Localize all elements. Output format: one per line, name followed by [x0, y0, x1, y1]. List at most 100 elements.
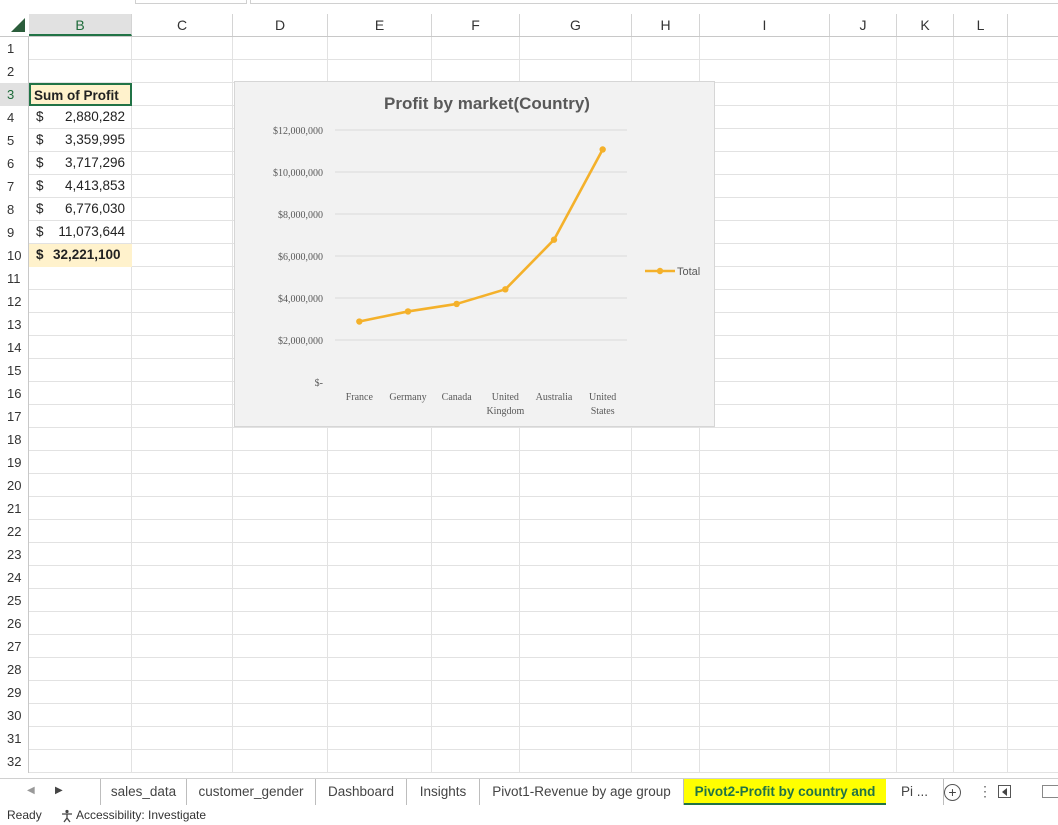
- pivot-value-cell[interactable]: $3,717,296: [29, 152, 132, 175]
- y-tick-label: $2,000,000: [278, 336, 323, 347]
- row-header-31[interactable]: 31: [0, 727, 29, 750]
- row-header-23[interactable]: 23: [0, 543, 29, 566]
- formula-bar-edge: [250, 0, 1058, 4]
- row-header-29[interactable]: 29: [0, 681, 29, 704]
- pivot-value-cell[interactable]: $2,880,282: [29, 106, 132, 129]
- column-header-c[interactable]: C: [132, 14, 233, 36]
- profit-amount: 4,413,853: [64, 178, 125, 193]
- currency-symbol: $: [36, 132, 44, 147]
- row-header-15[interactable]: 15: [0, 359, 29, 382]
- column-header-d[interactable]: D: [233, 14, 328, 36]
- select-all-triangle-icon: [11, 18, 25, 32]
- row-header-21[interactable]: 21: [0, 497, 29, 520]
- grid-column-line: [829, 37, 830, 773]
- line-chart[interactable]: Profit by market(Country) $- $2,000,000 $4,…: [234, 81, 715, 427]
- more-options-icon[interactable]: ⋮: [978, 783, 992, 799]
- row-header-8[interactable]: 8: [0, 198, 29, 221]
- row-header-16[interactable]: 16: [0, 382, 29, 405]
- row-header-14[interactable]: 14: [0, 336, 29, 359]
- row-header-11[interactable]: 11: [0, 267, 29, 290]
- row-header-25[interactable]: 25: [0, 589, 29, 612]
- row-header-1[interactable]: 1: [0, 37, 29, 60]
- y-tick-label: $8,000,000: [278, 210, 323, 221]
- select-all-button[interactable]: [0, 14, 30, 36]
- row-header-26[interactable]: 26: [0, 612, 29, 635]
- row-header-22[interactable]: 22: [0, 520, 29, 543]
- grid-column-line: [896, 37, 897, 773]
- y-tick-label: $12,000,000: [273, 126, 323, 137]
- grid-row-line: [29, 772, 1058, 773]
- row-header-5[interactable]: 5: [0, 129, 29, 152]
- column-header-h[interactable]: H: [632, 14, 700, 36]
- currency-symbol: $: [36, 224, 44, 239]
- row-header-7[interactable]: 7: [0, 175, 29, 198]
- row-header-4[interactable]: 4: [0, 106, 29, 129]
- row-header-24[interactable]: 24: [0, 566, 29, 589]
- prev-sheet-arrow-icon[interactable]: ◀: [27, 785, 35, 796]
- accessibility-status[interactable]: Accessibility: Investigate: [76, 808, 207, 822]
- accessibility-icon[interactable]: [60, 806, 74, 825]
- column-header-k[interactable]: K: [897, 14, 954, 36]
- column-header-l[interactable]: L: [954, 14, 1008, 36]
- x-tick-label: United States: [589, 392, 616, 417]
- sheet-tab[interactable]: Dashboard: [316, 779, 407, 805]
- next-sheet-arrow-icon[interactable]: ▶: [55, 785, 63, 796]
- chart-canvas: Profit by market(Country) $- $2,000,000 $4,…: [273, 94, 700, 417]
- pivot-value-cell[interactable]: $3,359,995: [29, 129, 132, 152]
- sheet-tab[interactable]: Pi ...: [886, 779, 944, 805]
- row-header-2[interactable]: 2: [0, 60, 29, 83]
- horizontal-scrollbar[interactable]: [1042, 785, 1058, 798]
- column-header-f[interactable]: F: [432, 14, 520, 36]
- row-header-27[interactable]: 27: [0, 635, 29, 658]
- row-header-19[interactable]: 19: [0, 451, 29, 474]
- pivot-value-cell[interactable]: $11,073,644: [29, 221, 132, 244]
- sheet-tab[interactable]: sales_data: [100, 779, 187, 805]
- column-header-b[interactable]: B: [29, 14, 132, 36]
- y-tick-label: $4,000,000: [278, 294, 323, 305]
- add-sheet-button[interactable]: +: [944, 784, 961, 801]
- row-header-17[interactable]: 17: [0, 405, 29, 428]
- data-point: [550, 236, 558, 243]
- grid-column-line: [953, 37, 954, 773]
- sheet-tab[interactable]: customer_gender: [187, 779, 316, 805]
- pivot-header-cell[interactable]: Sum of Profit: [29, 83, 132, 106]
- grid-row-line: [29, 59, 1058, 60]
- row-header-13[interactable]: 13: [0, 313, 29, 336]
- row-header-30[interactable]: 30: [0, 704, 29, 727]
- scroll-left-button[interactable]: [998, 785, 1011, 798]
- column-header-i[interactable]: I: [700, 14, 830, 36]
- currency-symbol: $: [36, 178, 44, 193]
- pivot-value-cell[interactable]: $6,776,030: [29, 198, 132, 221]
- row-header-28[interactable]: 28: [0, 658, 29, 681]
- sheet-tab[interactable]: Pivot1-Revenue by age group: [480, 779, 684, 805]
- sheet-tab-bar: ◀ ▶ sales_data customer_gender Dashboard In…: [0, 778, 1058, 806]
- x-tick-label: United Kingdom: [486, 392, 524, 417]
- row-header-9[interactable]: 9: [0, 221, 29, 244]
- pivot-value-cell[interactable]: $4,413,853: [29, 175, 132, 198]
- column-header-j[interactable]: J: [830, 14, 897, 36]
- x-tick-label: France: [346, 392, 374, 403]
- row-header-6[interactable]: 6: [0, 152, 29, 175]
- row-header-32[interactable]: 32: [0, 750, 29, 773]
- pivot-grand-total-cell[interactable]: $32,221,100: [29, 244, 132, 267]
- row-header-18[interactable]: 18: [0, 428, 29, 451]
- column-header-g[interactable]: G: [520, 14, 632, 36]
- status-ready: Ready: [7, 808, 42, 822]
- grid-row-line: [29, 588, 1058, 589]
- row-header-10[interactable]: 10: [0, 244, 29, 267]
- column-header-e[interactable]: E: [328, 14, 432, 36]
- row-header-3[interactable]: 3: [0, 83, 29, 106]
- series-line-total: [359, 148, 604, 323]
- ribbon-edge: [0, 0, 1058, 14]
- data-point: [453, 300, 460, 308]
- sheet-tab[interactable]: Pivot2-Profit by country and: [684, 779, 886, 805]
- grid-row-line: [29, 657, 1058, 658]
- grid-row-line: [29, 427, 1058, 428]
- row-header-20[interactable]: 20: [0, 474, 29, 497]
- profit-amount: 11,073,644: [58, 224, 125, 239]
- data-point: [502, 286, 509, 293]
- row-header-12[interactable]: 12: [0, 290, 29, 313]
- sheet-tab[interactable]: Insights: [407, 779, 480, 805]
- grid-row-line: [29, 749, 1058, 750]
